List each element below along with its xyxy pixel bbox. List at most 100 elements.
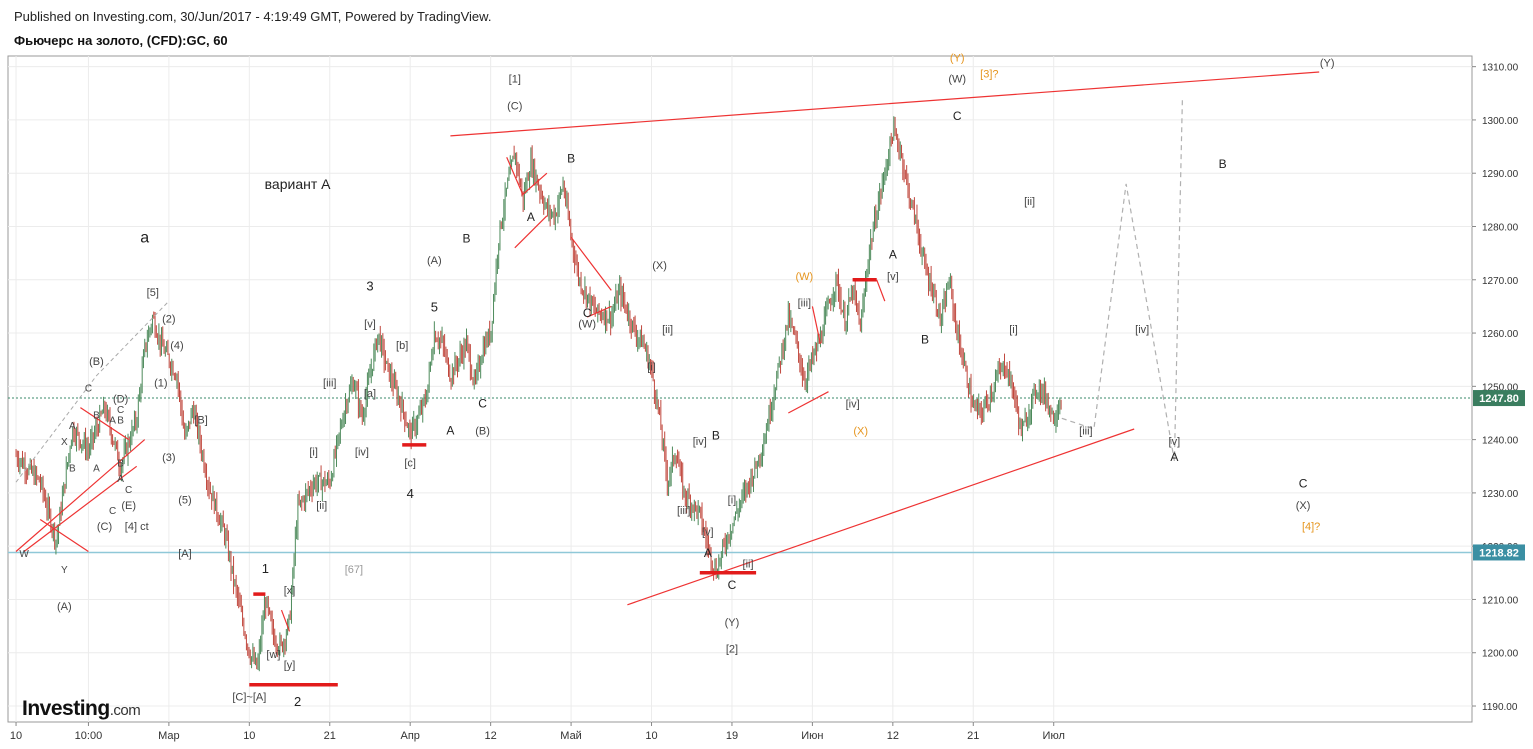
wave-label: B [117,416,124,427]
wave-label: A [889,247,897,261]
wave-label: (Y) [1320,58,1335,70]
plot-frame [7,55,1473,723]
wave-label: (E) [121,500,136,512]
wave-label: (A) [427,255,442,267]
wave-label: (4) [170,340,183,352]
trendline [39,519,89,552]
trendline [788,391,829,414]
wave-label: B [117,458,124,469]
wave-label: [ii] [1024,196,1035,208]
wave-label: (5) [178,495,191,507]
wave-label: B [93,410,100,421]
trendline [280,609,291,632]
wave-label: B [1219,157,1227,171]
wave-label: [4]? [1302,521,1320,533]
wave-label: C [85,384,92,395]
wave-label: C [1299,477,1308,491]
wave-label: а [140,229,149,246]
time-tick-label: Мар [158,730,180,742]
wave-label: A [117,474,124,485]
price-tick-label: 1230.00 [1482,489,1519,500]
wave-label: A [93,464,100,475]
trendline [586,305,612,318]
wave-label: C [953,109,962,123]
price-tick-label: 1200.00 [1482,649,1519,660]
wave-label: (X) [652,260,667,272]
wave-label: [i] [309,447,318,459]
wave-label: (W) [578,319,596,331]
wave-label: (C) [507,100,522,112]
wave-label: 4 [407,486,414,501]
wave-label: 5 [431,300,438,315]
trendline [23,465,138,552]
wave-label: [v] [887,271,899,283]
wave-label: [ii] [316,500,327,512]
trendline [80,407,130,441]
wave-label: [4] ct [125,521,149,533]
current-price-badge [1473,390,1525,407]
trendline [15,439,146,552]
level-price-badge-text: 1218.82 [1479,547,1519,559]
time-tick-label: Май [560,730,582,742]
price-tick-label: 1280.00 [1482,222,1519,233]
trendline [506,156,548,196]
wave-label: (W) [795,271,813,283]
price-tick-label: 1260.00 [1482,329,1519,340]
trendline [514,215,548,249]
wave-label: B [69,464,76,475]
wave-label: [iii] [323,377,336,389]
wave-label: Y [61,565,68,576]
price-tick-label: 1240.00 [1482,436,1519,447]
wave-label: A [446,423,454,437]
wave-label: (W) [948,74,966,86]
current-price-badge-text: 1247.80 [1479,393,1519,405]
wave-label: A [1170,450,1178,464]
wave-label: (Y) [950,52,965,64]
wave-label: [iii] [677,505,690,517]
wave-label: (Y) [725,617,740,629]
wave-label: B [567,152,575,166]
wave-label: [2] [726,644,738,656]
price-tick-label: 1290.00 [1482,169,1519,180]
wave-label: [y] [284,660,296,672]
symbol-title: Фьючерс на золото, (CFD):GC, 60 [14,33,228,48]
time-tick-label: 21 [324,730,336,742]
wave-label: [c] [404,457,416,469]
wave-label: C [117,405,124,416]
wave-label: [3]? [980,68,998,80]
wave-label: 1 [262,561,269,576]
wave-label: C [125,485,132,496]
publish-info: Published on Investing.com, 30/Jun/2017 … [14,9,492,24]
wave-label: [v] [1169,436,1181,448]
wave-label: [i] [1009,324,1018,336]
wave-label: C [728,578,737,592]
time-tick-label: 12 [887,730,899,742]
wave-label: (C) [97,521,112,533]
wave-label: [ii] [743,558,754,570]
time-tick-label: 10 [10,730,22,742]
wave-label: [ii] [662,324,673,336]
time-tick-label: 10 [243,730,255,742]
trendline [627,428,1135,606]
time-tick-label: 10 [645,730,657,742]
wave-label: (A) [57,601,72,613]
wave-label: (X) [1296,500,1311,512]
wave-label: A [69,421,76,432]
wave-label: [v] [364,319,376,331]
price-tick-label: 1190.00 [1482,702,1518,713]
wave-label: B [462,231,470,245]
wave-label: (X) [853,425,868,437]
wave-label: [a] [364,388,376,400]
investing-logo: Investing.com [22,697,141,720]
wave-label: [iv] [846,399,860,411]
wave-label: 2 [294,694,301,709]
time-tick-label: 12 [485,730,497,742]
wave-label: [B] [194,415,207,427]
trendline [570,236,612,291]
level-price-badge [1473,544,1525,561]
price-tick-label: 1310.00 [1482,63,1519,74]
wave-label: B [921,333,929,347]
wave-label: W [19,549,29,560]
wave-projection [1061,98,1183,462]
